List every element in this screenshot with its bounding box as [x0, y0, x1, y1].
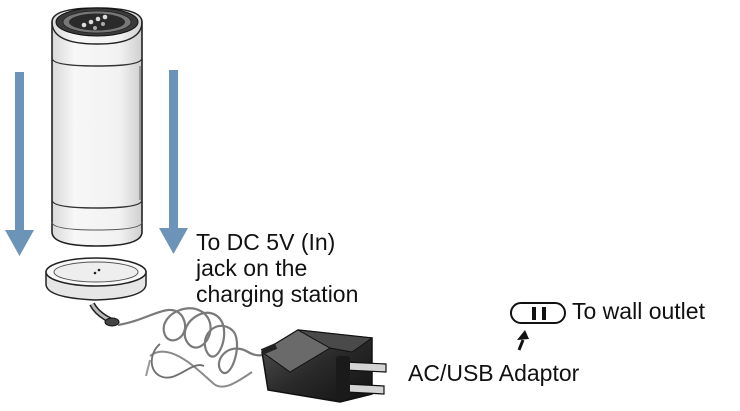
ac-usb-adaptor [260, 329, 387, 403]
wall-outlet-label: To wall outlet [572, 298, 705, 324]
wall-outlet-icon [510, 302, 566, 324]
dc-jack-label: To DC 5V (In) jack on the charging stati… [196, 229, 358, 307]
outlet-slot [542, 307, 546, 320]
dc-jack-label-line: jack on the [196, 255, 308, 281]
down-arrow-icon-left [5, 72, 34, 256]
adaptor-label: AC/USB Adaptor [408, 360, 580, 386]
down-arrow-icon-right [159, 70, 188, 254]
outlet-slot [532, 307, 536, 320]
power-cable [117, 307, 277, 388]
pointer-arrow-icon [517, 330, 529, 351]
charging-station [45, 257, 147, 327]
dc-jack-label-line: To DC 5V (In) [196, 229, 336, 255]
dc-jack-label-line: charging station [196, 281, 359, 307]
speaker-device [51, 7, 143, 247]
